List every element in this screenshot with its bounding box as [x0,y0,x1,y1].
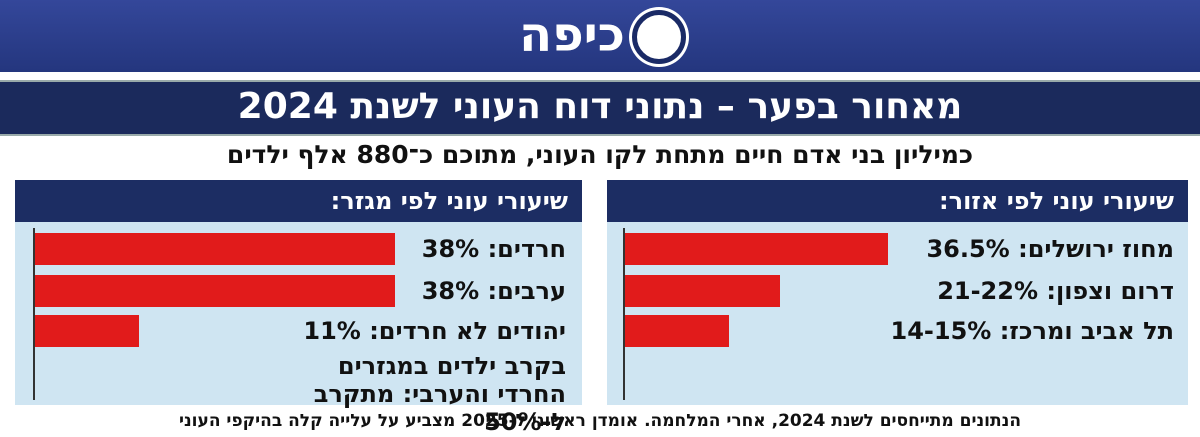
value-label: 36.5% [926,235,1010,263]
value-label: 11% [303,317,361,345]
bar [625,233,888,265]
panel-header [15,180,582,222]
logo: כיפה [519,7,625,63]
value-label: 38% [421,277,480,305]
value-label: 38% [421,235,480,263]
bar-label: ערבים: 38% [422,275,566,307]
category-label: חרדים: [487,235,566,263]
category-label: ערבים: [487,277,566,305]
bar [35,275,396,307]
logo-circle [632,10,686,64]
title: מאחור בפער – נתוני דוח העוני לשנת 2024 [237,86,963,127]
category-label: יהודים לא חרדים: [369,317,566,345]
bar [625,275,780,307]
bar-label: מחוז ירושלים: 36.5% [926,233,1174,265]
title-bar [0,80,1200,136]
value-label: 14-15% [890,317,992,345]
bar-label: דרום וצפון: 21-22% [937,275,1174,307]
subtitle: כמיליון בני אדם חיים מתחת לקו העוני, מתו… [226,140,974,169]
bar [35,233,396,265]
note: בקרב ילדים במגזרים החרדי והערבי: מתקרב ל… [313,352,566,436]
category-label: דרום וצפון: [1046,277,1174,305]
category-label: תל אביב ומרכז: [999,317,1174,345]
bar [625,315,730,347]
footer: הנתונים מתייחסים לשנת 2024, אחרי המלחמה.… [178,411,1022,431]
panel-title: שיעורי עוני לפי מגזר: [330,187,568,215]
value-label: 21-22% [937,277,1038,305]
chart-panel: שיעורי עוני לפי אזור: מחוז ירושלים: 36.5%… [607,180,1188,405]
chart-panel: שיעורי עוני לפי מגזר: חרדים: 38% ערבים: 38… [15,180,582,436]
top-band [0,0,1200,72]
bar-label: תל אביב ומרכז: 14-15% [891,315,1174,347]
category-label: מחוז ירושלים: [1018,235,1174,263]
axis-line [623,228,625,400]
panel-header [607,180,1188,222]
bar-label: חרדים: 38% [422,233,566,265]
panel-title: שיעורי עוני לפי אזור: [939,187,1174,215]
axis-line [33,228,35,400]
bar [35,315,140,347]
bar-label: יהודים לא חרדים: 11% [303,315,566,347]
